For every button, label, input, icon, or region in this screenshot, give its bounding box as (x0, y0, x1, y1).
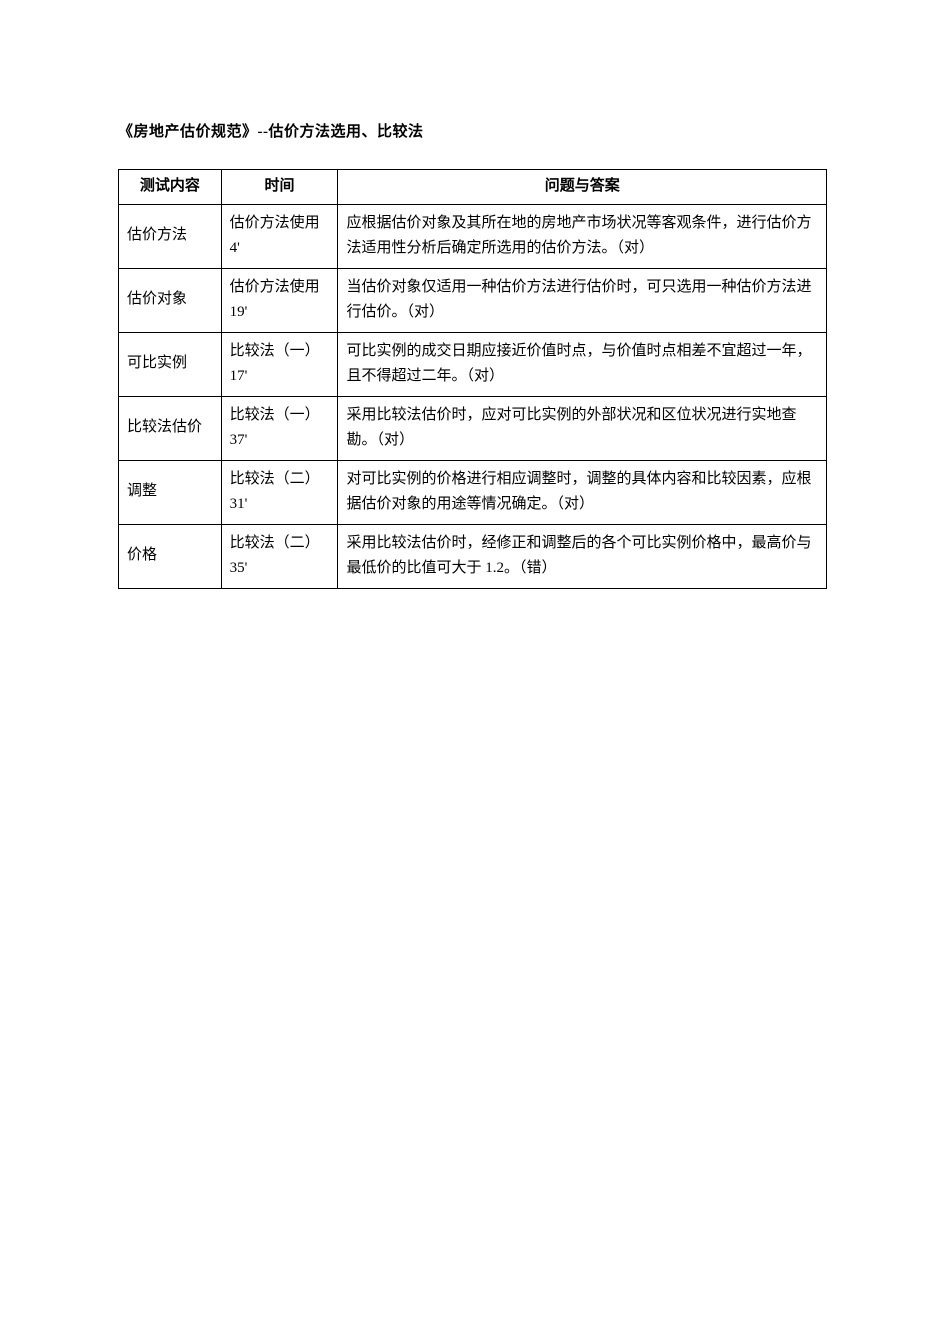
document-title: 《房地产估价规范》--估价方法选用、比较法 (118, 120, 827, 141)
cell-qa: 对可比实例的价格进行相应调整时，调整的具体内容和比较因素，应根据估价对象的用途等… (338, 460, 827, 524)
cell-time: 比较法（二）31' (221, 460, 338, 524)
cell-qa: 应根据估价对象及其所在地的房地产市场状况等客观条件，进行估价方法适用性分析后确定… (338, 204, 827, 268)
cell-content: 调整 (119, 460, 222, 524)
table-row: 调整 比较法（二）31' 对可比实例的价格进行相应调整时，调整的具体内容和比较因… (119, 460, 827, 524)
cell-content: 估价对象 (119, 268, 222, 332)
cell-content: 价格 (119, 524, 222, 588)
cell-qa: 采用比较法估价时，应对可比实例的外部状况和区位状况进行实地查勘。（对） (338, 396, 827, 460)
cell-content: 可比实例 (119, 332, 222, 396)
table-row: 可比实例 比较法（一）17' 可比实例的成交日期应接近价值时点，与价值时点相差不… (119, 332, 827, 396)
qa-table: 测试内容 时间 问题与答案 估价方法 估价方法使用 4' 应根据估价对象及其所在… (118, 169, 827, 589)
cell-qa: 采用比较法估价时，经修正和调整后的各个可比实例价格中，最高价与最低价的比值可大于… (338, 524, 827, 588)
table-row: 估价方法 估价方法使用 4' 应根据估价对象及其所在地的房地产市场状况等客观条件… (119, 204, 827, 268)
cell-time: 估价方法使用 19' (221, 268, 338, 332)
cell-time: 比较法（二）35' (221, 524, 338, 588)
cell-time: 比较法（一）37' (221, 396, 338, 460)
table-row: 估价对象 估价方法使用 19' 当估价对象仅适用一种估价方法进行估价时，可只选用… (119, 268, 827, 332)
table-header-row: 测试内容 时间 问题与答案 (119, 170, 827, 205)
cell-content: 比较法估价 (119, 396, 222, 460)
cell-time: 估价方法使用 4' (221, 204, 338, 268)
cell-qa: 当估价对象仅适用一种估价方法进行估价时，可只选用一种估价方法进行估价。（对） (338, 268, 827, 332)
table-row: 价格 比较法（二）35' 采用比较法估价时，经修正和调整后的各个可比实例价格中，… (119, 524, 827, 588)
table-row: 比较法估价 比较法（一）37' 采用比较法估价时，应对可比实例的外部状况和区位状… (119, 396, 827, 460)
cell-content: 估价方法 (119, 204, 222, 268)
header-content: 测试内容 (119, 170, 222, 205)
cell-qa: 可比实例的成交日期应接近价值时点，与价值时点相差不宜超过一年，且不得超过二年。（… (338, 332, 827, 396)
header-qa: 问题与答案 (338, 170, 827, 205)
header-time: 时间 (221, 170, 338, 205)
cell-time: 比较法（一）17' (221, 332, 338, 396)
